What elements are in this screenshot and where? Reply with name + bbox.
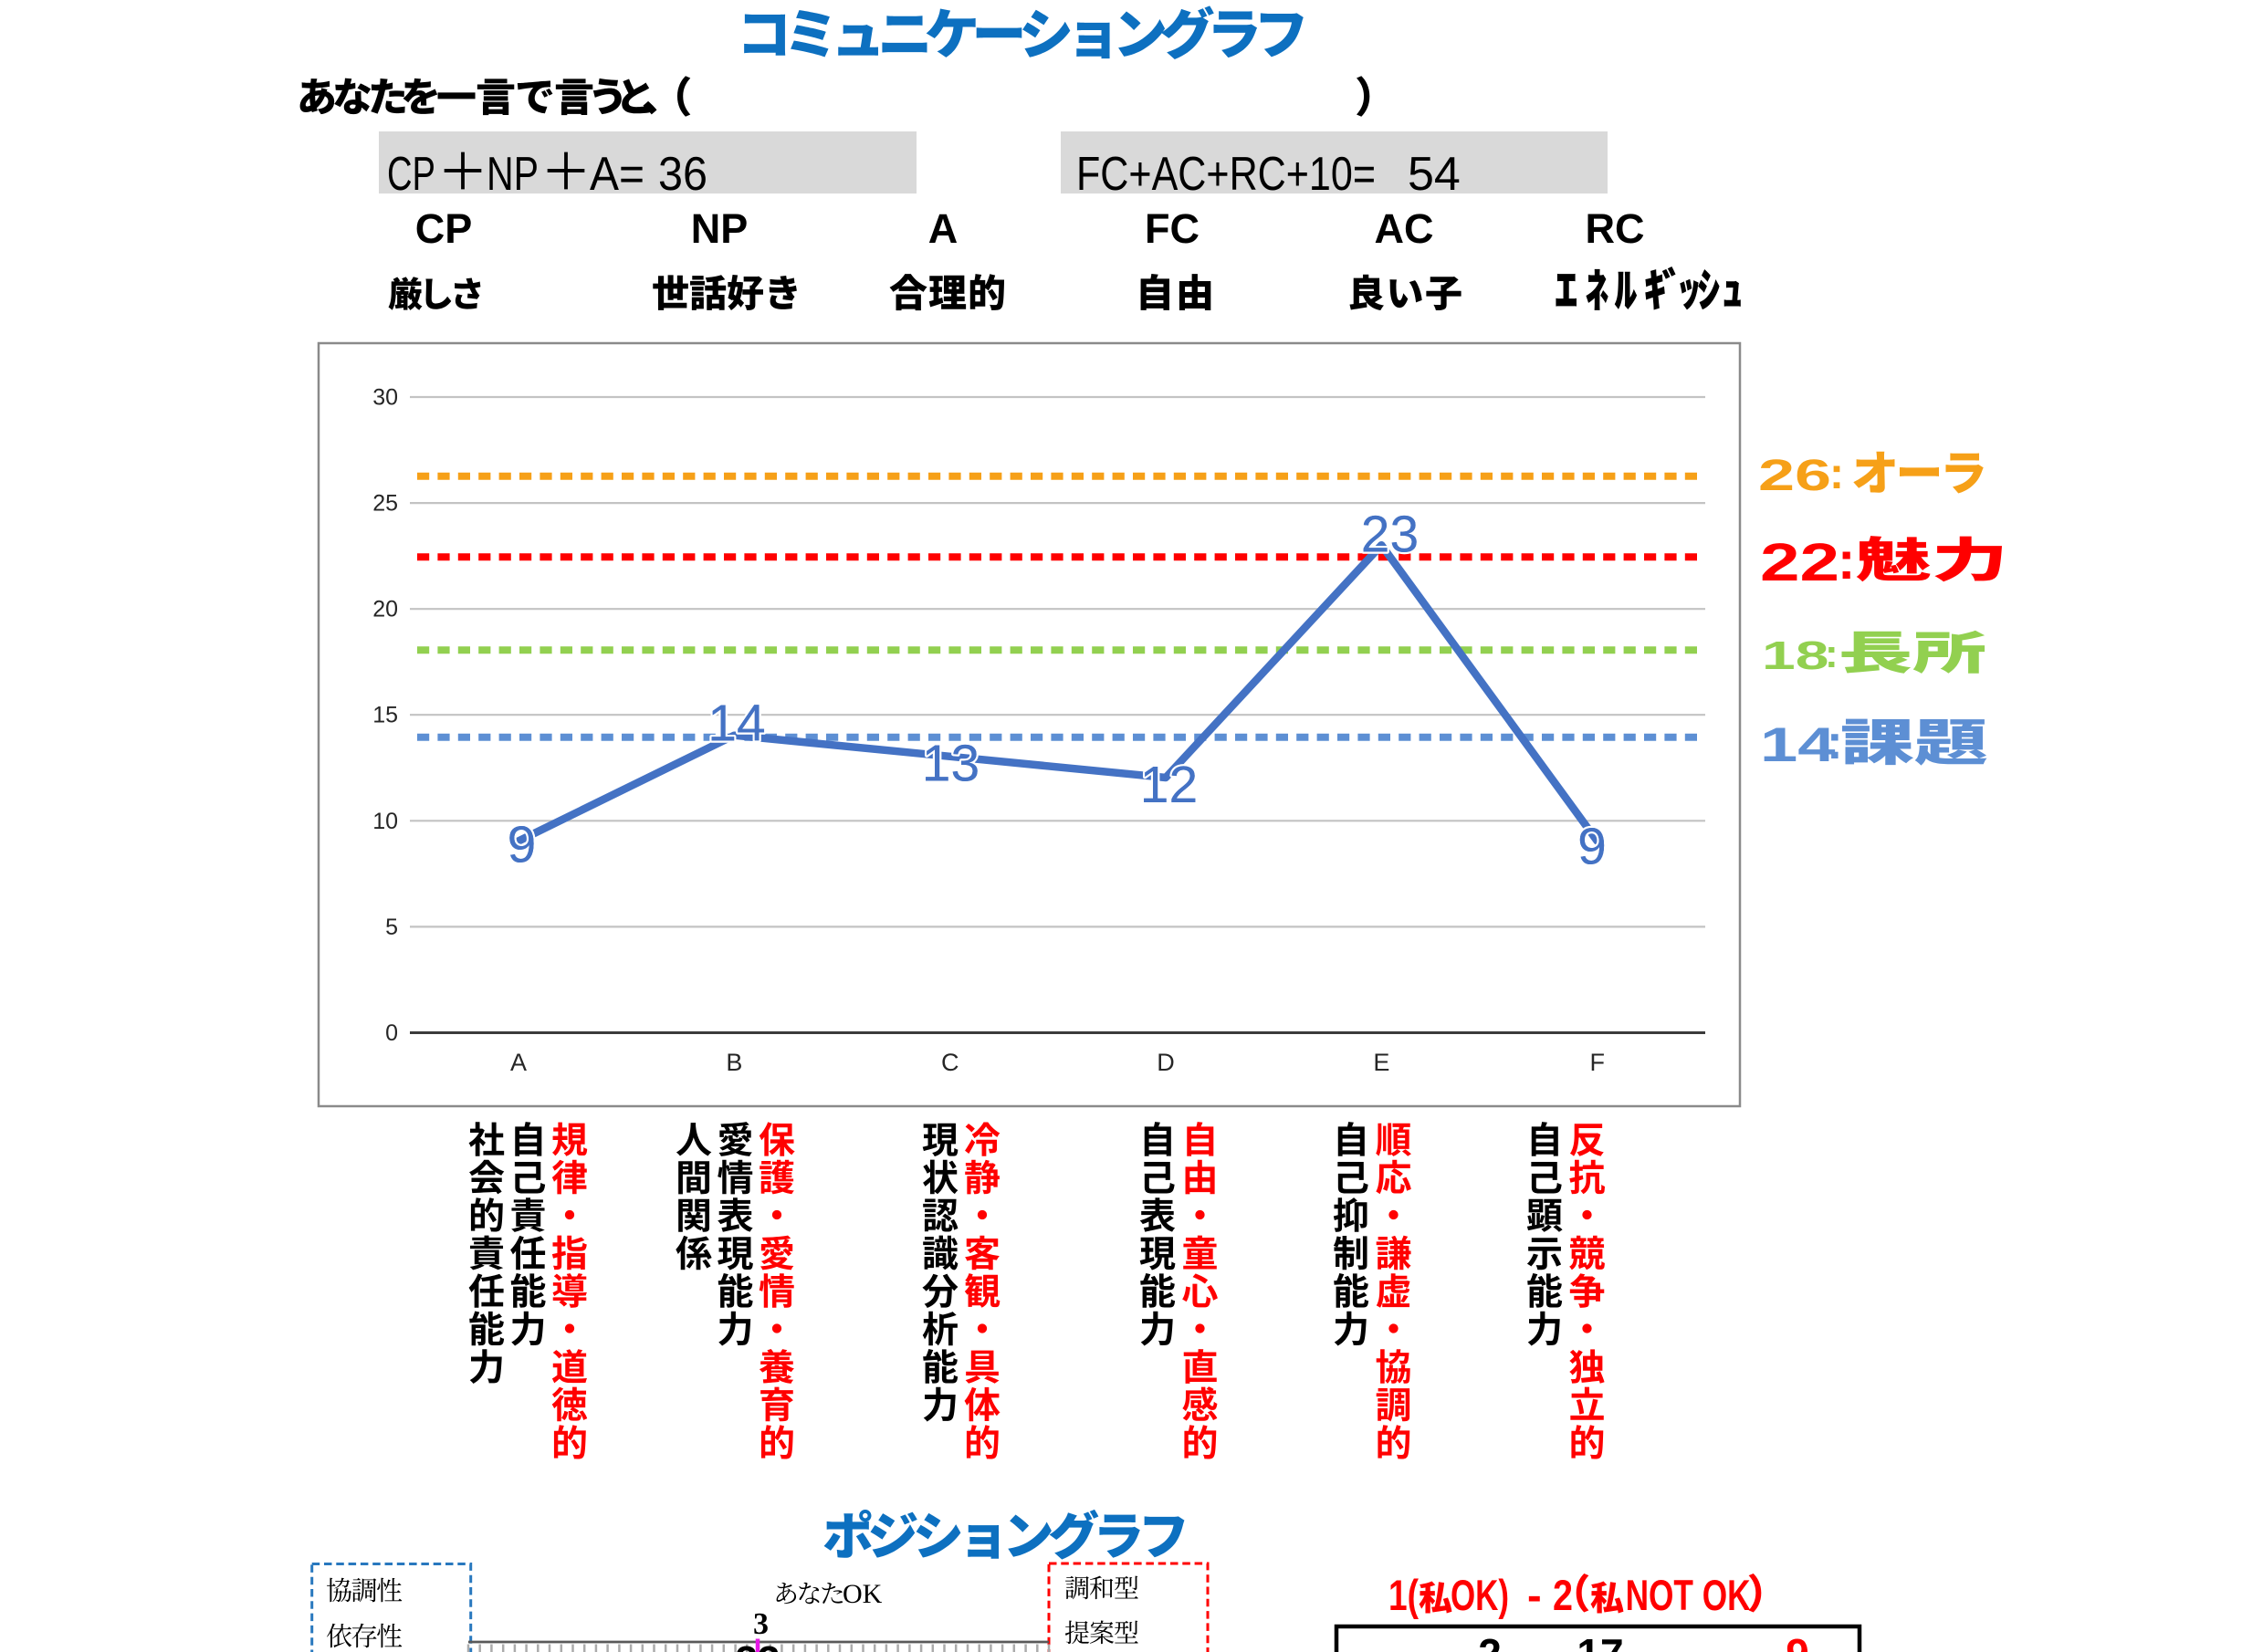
svg-text:NP: NP	[691, 205, 749, 252]
svg-text::: :	[1838, 531, 1855, 591]
svg-text:54: 54	[1408, 148, 1461, 201]
svg-text:14: 14	[1760, 717, 1836, 771]
svg-text:14: 14	[707, 695, 765, 753]
svg-text:NOT OK: NOT OK	[1626, 1571, 1751, 1619]
svg-text:0: 0	[385, 1020, 398, 1046]
svg-text:17: 17	[1577, 1630, 1623, 1652]
svg-text:33: 33	[736, 1638, 781, 1652]
svg-text:9: 9	[1577, 818, 1607, 876]
svg-text::: :	[1825, 632, 1839, 676]
svg-text:12: 12	[1140, 756, 1198, 814]
svg-text::: :	[1829, 450, 1844, 498]
svg-text:2: 2	[1478, 1630, 1502, 1652]
svg-text:9: 9	[508, 816, 537, 874]
svg-text:1(: 1(	[1388, 1571, 1419, 1619]
svg-text:13: 13	[922, 735, 980, 793]
svg-text:36: 36	[658, 148, 707, 201]
svg-text:F: F	[1590, 1049, 1606, 1076]
svg-text:RC: RC	[1586, 205, 1645, 252]
svg-text:22: 22	[1760, 533, 1839, 592]
svg-text:14: 14	[707, 695, 765, 753]
svg-text:15: 15	[372, 703, 398, 728]
svg-text:9: 9	[1577, 818, 1607, 876]
svg-text:9: 9	[1786, 1630, 1809, 1652]
svg-text:12: 12	[1140, 756, 1198, 814]
svg-text:9: 9	[508, 816, 537, 874]
svg-text:A: A	[510, 1049, 527, 1076]
svg-text:3: 3	[753, 1607, 769, 1641]
svg-text:CP: CP	[415, 205, 473, 252]
svg-text:C: C	[941, 1049, 959, 1076]
svg-text:25: 25	[372, 491, 398, 517]
svg-text:5: 5	[385, 915, 398, 940]
svg-text:OK): OK)	[1451, 1571, 1509, 1619]
svg-text:23: 23	[1361, 506, 1419, 564]
svg-text:FC+AC+RC+10=: FC+AC+RC+10=	[1076, 148, 1376, 201]
svg-text:13: 13	[922, 735, 980, 793]
svg-text:10: 10	[372, 809, 398, 834]
svg-text:B: B	[726, 1049, 742, 1076]
svg-text:E: E	[1373, 1049, 1389, 1076]
svg-text:A=: A=	[590, 148, 644, 201]
svg-text:30: 30	[372, 385, 398, 411]
svg-text::: :	[1827, 716, 1843, 769]
svg-text:23: 23	[1361, 506, 1419, 564]
svg-text:-: -	[1527, 1571, 1542, 1619]
svg-text:CP: CP	[387, 148, 435, 201]
svg-text:18: 18	[1762, 633, 1828, 677]
svg-text:26: 26	[1758, 451, 1831, 499]
svg-text:20: 20	[372, 597, 398, 622]
svg-text:OK: OK	[843, 1579, 883, 1609]
svg-text:AC: AC	[1375, 205, 1434, 252]
svg-text:D: D	[1157, 1049, 1175, 1076]
svg-text:A: A	[928, 205, 959, 252]
svg-text:FC: FC	[1145, 205, 1200, 252]
svg-text:2: 2	[1553, 1571, 1573, 1619]
svg-text:NP: NP	[487, 148, 539, 201]
